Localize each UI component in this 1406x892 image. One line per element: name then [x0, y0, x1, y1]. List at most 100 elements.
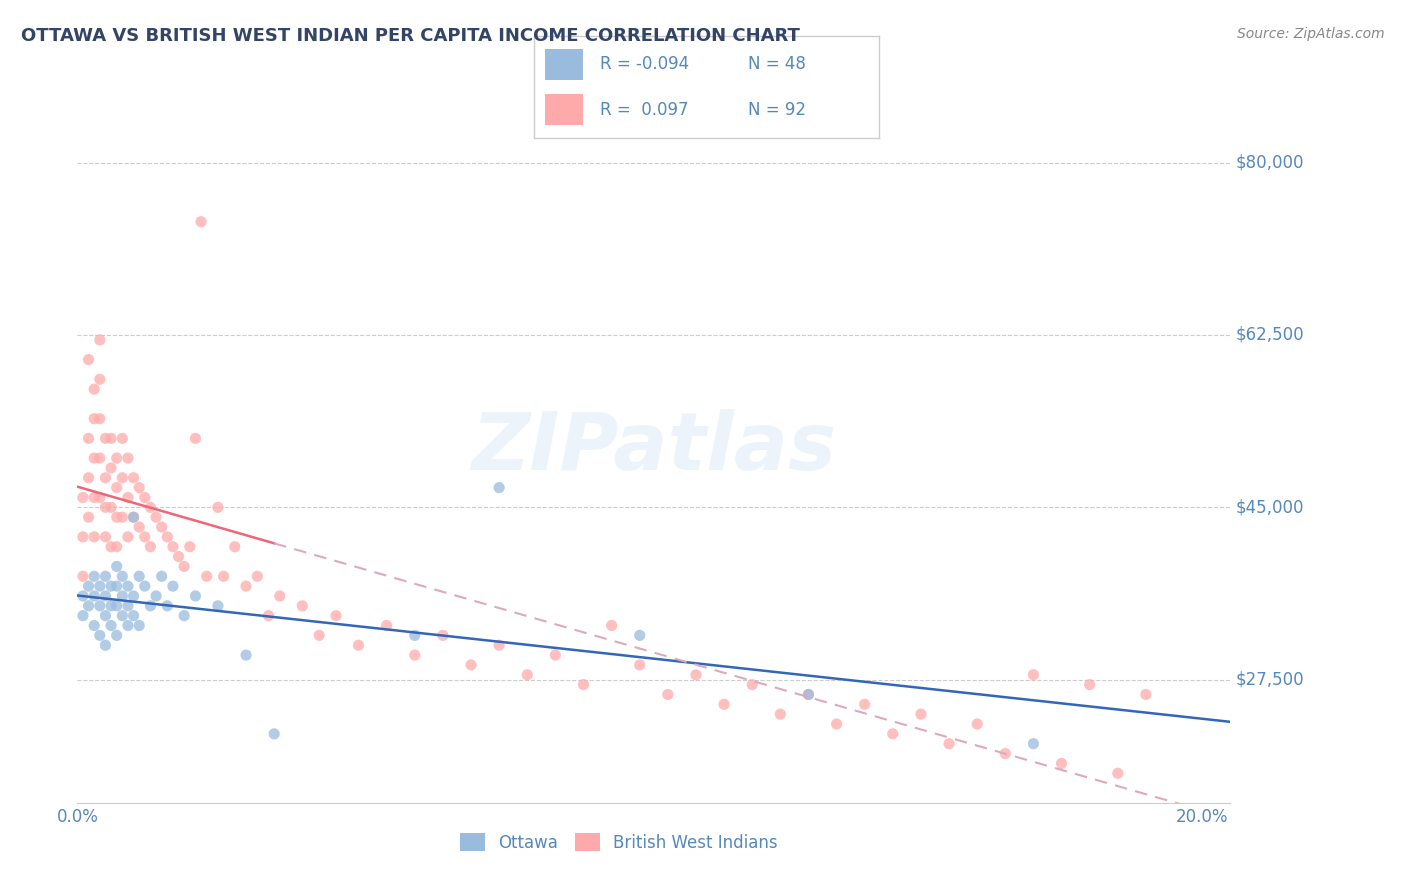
Point [105, 451, 128, 466]
Point [1135, 688, 1157, 702]
Point [128, 569, 150, 583]
Point [375, 618, 398, 632]
Point [122, 510, 145, 524]
Point [184, 431, 207, 445]
Point [994, 747, 1017, 761]
Text: $45,000: $45,000 [1236, 499, 1305, 516]
Point [156, 530, 179, 544]
Point [89, 628, 111, 642]
Point [404, 648, 426, 662]
Point [100, 618, 122, 632]
Point [150, 520, 173, 534]
Point [89, 579, 111, 593]
Point [77, 510, 100, 524]
Point [83, 569, 105, 583]
Point [83, 411, 105, 425]
Point [77, 471, 100, 485]
Point [825, 717, 848, 731]
Point [77, 599, 100, 613]
Point [207, 599, 229, 613]
Point [1107, 766, 1129, 780]
Point [139, 540, 162, 554]
Point [173, 559, 195, 574]
Text: ZIPatlas: ZIPatlas [471, 409, 837, 487]
Point [173, 608, 195, 623]
Text: OTTAWA VS BRITISH WEST INDIAN PER CAPITA INCOME CORRELATION CHART: OTTAWA VS BRITISH WEST INDIAN PER CAPITA… [21, 27, 800, 45]
Point [190, 215, 212, 229]
Point [404, 628, 426, 642]
Point [212, 569, 235, 583]
Point [246, 569, 269, 583]
Point [111, 471, 134, 485]
Point [94, 608, 117, 623]
Point [83, 618, 105, 632]
Point [128, 481, 150, 495]
Point [128, 520, 150, 534]
FancyBboxPatch shape [544, 95, 582, 125]
Point [263, 727, 285, 741]
Point [72, 608, 94, 623]
Point [207, 500, 229, 515]
Point [128, 618, 150, 632]
Text: N = 92: N = 92 [748, 101, 806, 119]
Text: R =  0.097: R = 0.097 [600, 101, 688, 119]
Point [516, 667, 538, 681]
Point [100, 599, 122, 613]
Point [134, 530, 156, 544]
Point [94, 431, 117, 445]
Point [156, 599, 179, 613]
Point [122, 589, 145, 603]
Point [741, 678, 763, 692]
Point [938, 737, 960, 751]
Point [162, 540, 184, 554]
Point [184, 589, 207, 603]
Point [111, 569, 134, 583]
Point [1022, 667, 1045, 681]
Point [162, 579, 184, 593]
Point [111, 589, 134, 603]
Point [432, 628, 454, 642]
Point [72, 569, 94, 583]
Point [150, 569, 173, 583]
Point [139, 500, 162, 515]
Point [308, 628, 330, 642]
Point [89, 491, 111, 505]
Text: N = 48: N = 48 [748, 55, 806, 73]
Point [257, 608, 280, 623]
Point [105, 481, 128, 495]
Point [797, 688, 820, 702]
Legend: Ottawa, British West Indians: Ottawa, British West Indians [454, 827, 785, 858]
Point [145, 510, 167, 524]
Point [89, 451, 111, 466]
Point [882, 727, 904, 741]
Point [77, 431, 100, 445]
Point [713, 698, 735, 712]
Point [89, 411, 111, 425]
Point [460, 657, 482, 672]
Text: $80,000: $80,000 [1236, 153, 1305, 171]
Point [572, 678, 595, 692]
Point [105, 579, 128, 593]
Point [105, 599, 128, 613]
Point [94, 569, 117, 583]
Point [89, 333, 111, 347]
Point [100, 431, 122, 445]
Point [488, 481, 510, 495]
Point [77, 352, 100, 367]
Point [544, 648, 567, 662]
Point [117, 618, 139, 632]
Point [167, 549, 190, 564]
Point [628, 628, 651, 642]
Point [235, 648, 257, 662]
Point [122, 510, 145, 524]
Point [83, 530, 105, 544]
Point [105, 540, 128, 554]
Point [797, 688, 820, 702]
Point [269, 589, 291, 603]
Point [628, 657, 651, 672]
Point [325, 608, 347, 623]
Point [72, 491, 94, 505]
Text: Source: ZipAtlas.com: Source: ZipAtlas.com [1237, 27, 1385, 41]
Point [94, 500, 117, 515]
Point [122, 608, 145, 623]
